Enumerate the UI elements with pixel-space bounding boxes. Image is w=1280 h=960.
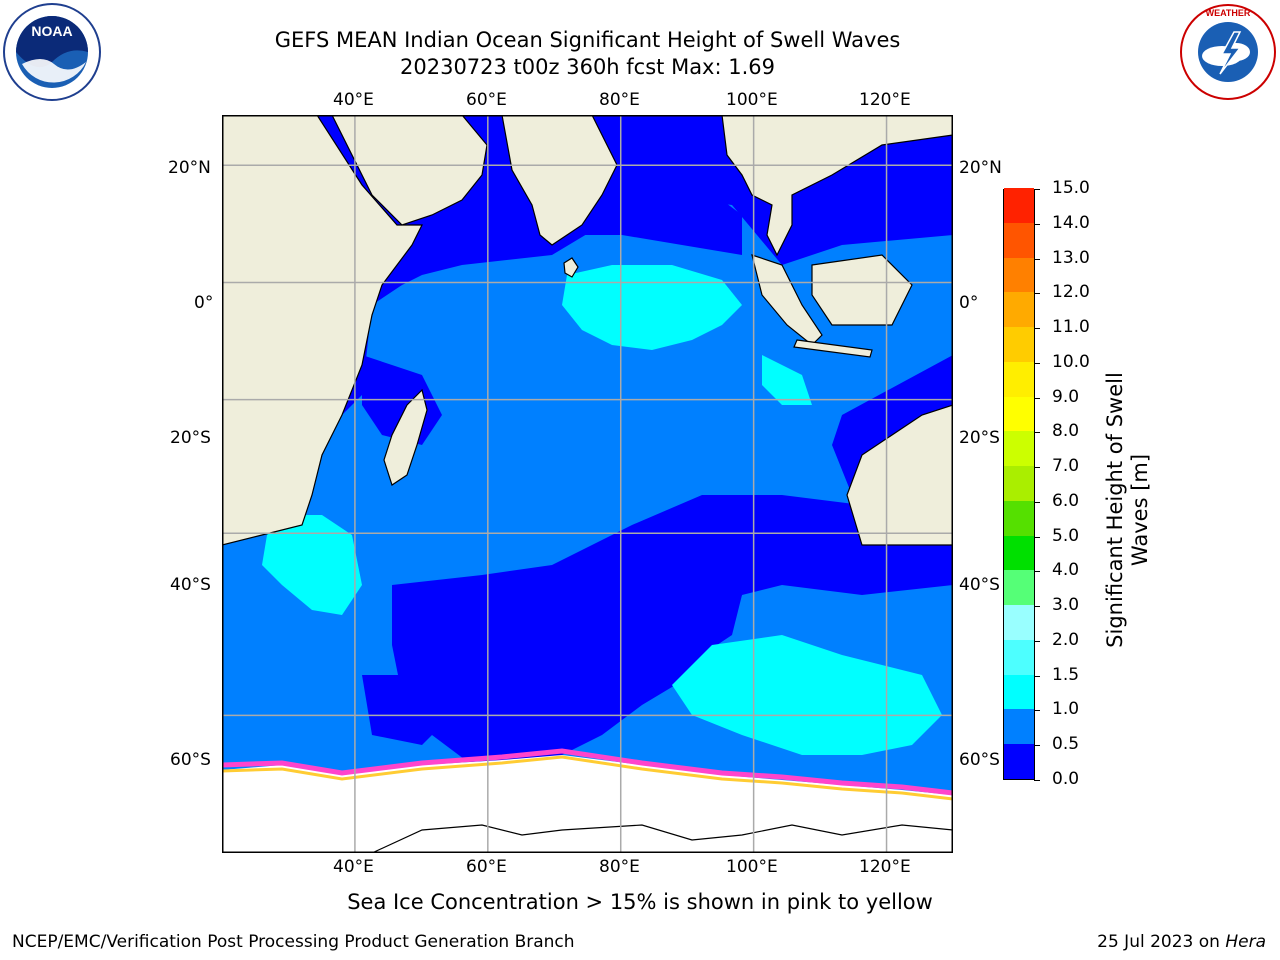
- colorbar-tick-mark: [1034, 745, 1040, 747]
- nws-logo: WEATHER: [1180, 4, 1276, 100]
- antarctic-coast: [371, 824, 953, 853]
- date-stamp: 25 Jul 2023 on Hera: [1097, 932, 1266, 952]
- lon-tick-top: 120°E: [859, 90, 911, 110]
- sea-ice-region: [222, 755, 953, 853]
- colorbar-tick-mark: [1034, 606, 1040, 608]
- colorbar-segment: [1004, 709, 1034, 745]
- lon-tick-top: 80°E: [599, 90, 640, 110]
- colorbar-tick-label: 11.0: [1052, 317, 1090, 338]
- sea-ice-edge: [222, 748, 953, 796]
- svg-text:NOAA: NOAA: [31, 23, 72, 39]
- colorbar-tick-label: 3.0: [1052, 595, 1080, 616]
- colorbar-segment: [1004, 430, 1034, 467]
- colorbar-tick-label: 2.0: [1052, 629, 1080, 650]
- colorbar-tick-label: 0.0: [1052, 769, 1080, 789]
- colorbar: [1003, 187, 1035, 780]
- colorbar-segment: [1004, 187, 1034, 223]
- lat-tick-right: 20°S: [959, 428, 1000, 448]
- map-subtitle: 20230723 t00z 360h fcst Max: 1.69: [400, 55, 775, 79]
- colorbar-tick-label: 4.0: [1052, 560, 1080, 581]
- svg-text:WEATHER: WEATHER: [1206, 8, 1251, 18]
- swell-1-15-regions: [262, 265, 942, 755]
- lon-tick-bottom: 120°E: [859, 857, 911, 877]
- lat-tick-left: 60°S: [170, 750, 211, 770]
- colorbar-tick-label: 1.5: [1052, 664, 1080, 685]
- colorbar-tick-mark: [1034, 189, 1040, 190]
- colorbar-segment: [1004, 569, 1034, 606]
- date-text: 25 Jul 2023 on: [1097, 932, 1226, 952]
- colorbar-tick-label: 0.5: [1052, 734, 1080, 755]
- lon-tick-bottom: 40°E: [333, 857, 374, 877]
- colorbar-segment: [1004, 743, 1034, 779]
- colorbar-tick-label: 10.0: [1052, 351, 1090, 372]
- colorbar-segment: [1004, 465, 1034, 501]
- lon-tick-bottom: 100°E: [726, 857, 778, 877]
- colorbar-tick-label: 6.0: [1052, 490, 1080, 511]
- colorbar-tick-label: 13.0: [1052, 247, 1090, 268]
- colorbar-tick-mark: [1034, 675, 1040, 677]
- map-gridlines: [222, 115, 953, 853]
- colorbar-tick-label: 12.0: [1052, 282, 1090, 303]
- colorbar-tick-mark: [1034, 432, 1040, 434]
- colorbar-tick-mark: [1034, 397, 1040, 399]
- colorbar-tick-mark: [1034, 536, 1040, 538]
- map-title: GEFS MEAN Indian Ocean Significant Heigh…: [274, 28, 901, 52]
- colorbar-segment: [1004, 361, 1034, 397]
- colorbar-label: Significant Height of Swell Waves [m]: [1103, 372, 1152, 648]
- colorbar-tick-mark: [1034, 640, 1040, 642]
- colorbar-tick-mark: [1034, 362, 1040, 364]
- colorbar-tick-mark: [1034, 223, 1040, 225]
- lat-tick-right: 20°N: [959, 158, 1002, 178]
- colorbar-segment: [1004, 222, 1034, 258]
- colorbar-tick-mark: [1034, 467, 1040, 469]
- colorbar-segment: [1004, 535, 1034, 571]
- colorbar-segment: [1004, 500, 1034, 536]
- swell-height-map: [222, 115, 953, 853]
- colorbar-tick-label: 5.0: [1052, 525, 1080, 546]
- lat-tick-right: 0°: [959, 293, 979, 313]
- colorbar-tick-label: 7.0: [1052, 456, 1080, 477]
- colorbar-tick-label: 8.0: [1052, 421, 1080, 442]
- lon-tick-top: 100°E: [726, 90, 778, 110]
- lat-tick-left: 40°S: [170, 575, 211, 595]
- colorbar-tick-mark: [1034, 258, 1040, 260]
- lat-tick-right: 60°S: [959, 750, 1000, 770]
- colorbar-tick-mark: [1034, 328, 1040, 330]
- colorbar-segment: [1004, 291, 1034, 328]
- colorbar-segment: [1004, 604, 1034, 640]
- colorbar-tick-label: 9.0: [1052, 386, 1080, 407]
- colorbar-tick-mark: [1034, 293, 1040, 295]
- lat-tick-left: 20°N: [168, 158, 211, 178]
- colorbar-tick-mark: [1034, 780, 1040, 781]
- colorbar-tick-label: 15.0: [1052, 178, 1090, 198]
- colorbar-tick-label: 14.0: [1052, 212, 1090, 233]
- colorbar-tick-mark: [1034, 501, 1040, 503]
- colorbar-segment: [1004, 639, 1034, 675]
- colorbar-segment: [1004, 396, 1034, 432]
- colorbar-tick-mark: [1034, 571, 1040, 573]
- credit-text: NCEP/EMC/Verification Post Processing Pr…: [12, 932, 575, 952]
- lon-tick-top: 40°E: [333, 90, 374, 110]
- colorbar-segment: [1004, 257, 1034, 293]
- colorbar-tick-mark: [1034, 710, 1040, 712]
- sea-ice-edge-inner: [222, 755, 953, 801]
- host-name: Hera: [1225, 932, 1266, 952]
- lon-tick-top: 60°E: [466, 90, 507, 110]
- colorbar-segment: [1004, 674, 1034, 710]
- lat-tick-right: 40°S: [959, 575, 1000, 595]
- ice-note: Sea Ice Concentration > 15% is shown in …: [347, 890, 933, 914]
- colorbar-segment: [1004, 326, 1034, 362]
- lat-tick-left: 0°: [194, 293, 214, 313]
- lat-tick-left: 20°S: [170, 428, 211, 448]
- map-border: [222, 115, 953, 853]
- lon-tick-bottom: 60°E: [466, 857, 507, 877]
- lon-tick-bottom: 80°E: [599, 857, 640, 877]
- noaa-logo: NOAA: [3, 3, 101, 101]
- colorbar-tick-label: 1.0: [1052, 699, 1080, 720]
